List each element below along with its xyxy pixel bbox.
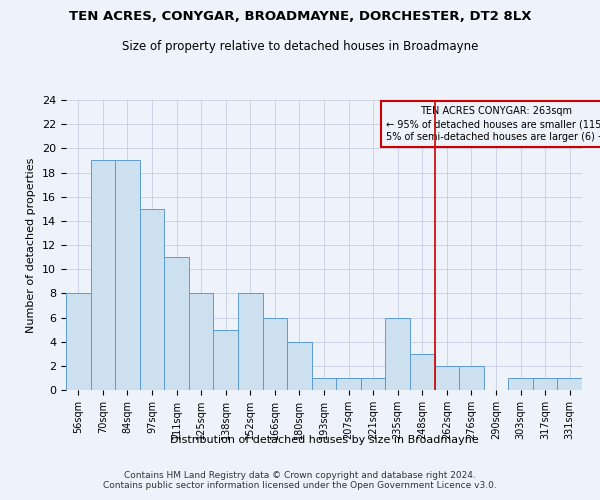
Bar — [533, 378, 557, 390]
Text: TEN ACRES CONYGAR: 263sqm
← 95% of detached houses are smaller (115)
5% of semi-: TEN ACRES CONYGAR: 263sqm ← 95% of detac… — [386, 106, 600, 142]
Bar — [361, 378, 385, 390]
Text: TEN ACRES, CONYGAR, BROADMAYNE, DORCHESTER, DT2 8LX: TEN ACRES, CONYGAR, BROADMAYNE, DORCHEST… — [69, 10, 531, 23]
Text: Contains HM Land Registry data © Crown copyright and database right 2024.
Contai: Contains HM Land Registry data © Crown c… — [103, 470, 497, 490]
Bar — [336, 378, 361, 390]
Bar — [263, 318, 287, 390]
Bar — [459, 366, 484, 390]
Bar — [189, 294, 214, 390]
Text: Size of property relative to detached houses in Broadmayne: Size of property relative to detached ho… — [122, 40, 478, 53]
Bar — [434, 366, 459, 390]
Bar — [115, 160, 140, 390]
Bar — [164, 257, 189, 390]
Bar — [214, 330, 238, 390]
Bar — [91, 160, 115, 390]
Y-axis label: Number of detached properties: Number of detached properties — [26, 158, 37, 332]
Bar — [385, 318, 410, 390]
Bar — [557, 378, 582, 390]
Text: Distribution of detached houses by size in Broadmayne: Distribution of detached houses by size … — [170, 435, 478, 445]
Bar — [66, 294, 91, 390]
Bar — [287, 342, 312, 390]
Bar — [410, 354, 434, 390]
Bar — [140, 209, 164, 390]
Bar — [238, 294, 263, 390]
Bar — [508, 378, 533, 390]
Bar — [312, 378, 336, 390]
